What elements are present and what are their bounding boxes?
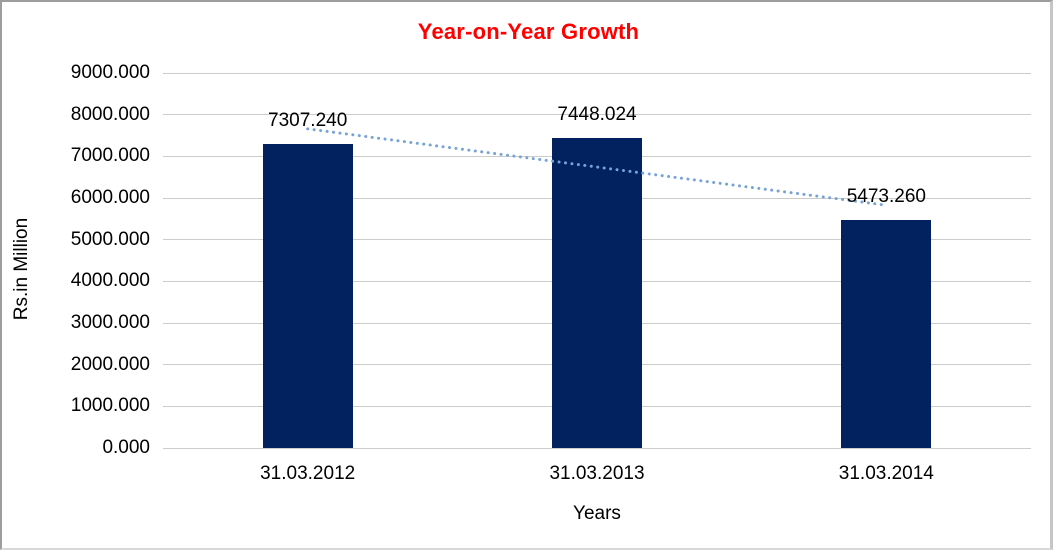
y-tick-label: 5000.000	[70, 228, 150, 250]
y-tick-label: 8000.000	[70, 103, 150, 125]
gridline	[163, 72, 1031, 74]
bar-value-label: 5473.260	[846, 185, 926, 207]
bar-value-label: 7448.024	[557, 103, 637, 125]
y-tick-label: 1000.000	[70, 395, 150, 417]
x-tick-label: 31.03.2014	[838, 463, 934, 484]
x-tick-label: 31.03.2012	[260, 463, 356, 484]
y-tick-label: 4000.000	[70, 270, 150, 292]
y-tick-label: 2000.000	[70, 353, 150, 375]
y-tick-label: 3000.000	[70, 312, 150, 333]
y-tick-label: 6000.000	[70, 187, 150, 208]
x-axis-title: Years	[573, 503, 621, 524]
y-tick-label: 7000.000	[70, 145, 150, 167]
gridline	[163, 114, 1031, 116]
chart-title: Year-on-Year Growth	[417, 19, 640, 44]
x-tick-label: 31.03.2013	[549, 463, 645, 484]
bar-31.03.2013	[552, 137, 642, 448]
bar-31.03.2014	[841, 219, 932, 448]
y-tick-label: 9000.000	[70, 62, 150, 83]
bar-value-label: 7307.240	[268, 109, 348, 131]
bar-31.03.2012	[262, 143, 353, 448]
y-tick-label: 0.000	[102, 437, 150, 458]
gridline	[163, 447, 1031, 449]
